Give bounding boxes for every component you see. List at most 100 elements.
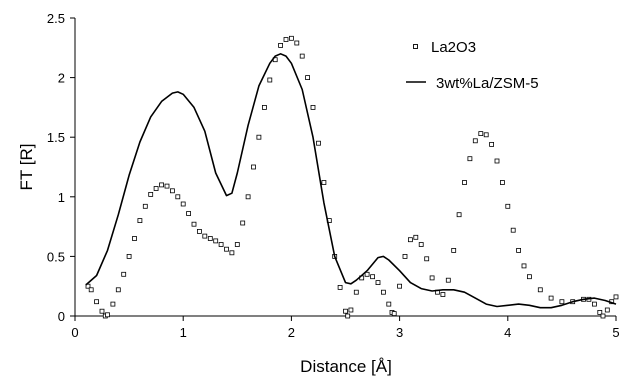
data-point [472,138,478,144]
data-point [229,250,235,256]
data-point [337,284,343,290]
data-point [316,140,321,146]
y-tick-label: 2.5 [47,11,65,26]
data-point [597,309,603,315]
data-point [85,283,91,289]
data-point [224,246,229,252]
data-point [483,132,489,138]
legend: La2O3 3wt%La/ZSM-5 [406,39,539,92]
data-point [251,164,256,170]
data-point [196,228,202,234]
data-point [604,307,610,313]
data-point [115,287,121,293]
y-tick-label: 0.5 [47,249,65,264]
y-ticks: 0 0.5 1 1.5 2 2.5 [47,11,75,324]
data-point [305,75,311,80]
x-axis-title: Distance [Å] [300,357,392,376]
data-point [153,186,159,191]
data-point [413,234,419,240]
data-point [240,220,246,226]
x-tick-label: 4 [504,325,511,340]
data-point [348,307,354,313]
data-point [169,188,175,194]
data-point [600,313,606,319]
y-tick-label: 2 [58,71,65,86]
data-point [370,274,376,280]
data-point [213,238,219,244]
data-point [321,180,327,185]
x-tick-label: 2 [288,325,295,340]
series-layer [85,35,619,319]
data-point [99,308,105,314]
data-point [559,299,565,305]
y-tick-label: 0 [58,309,65,324]
data-point [299,53,305,59]
data-point [88,287,94,293]
data-point [94,299,99,305]
data-point [110,301,116,307]
data-point [142,203,148,209]
plot-area [74,18,616,317]
data-point [537,287,543,293]
data-point [288,35,294,41]
data-point [278,43,284,48]
data-point [121,271,127,277]
series-3wt-la-zsm-5 [85,53,617,309]
data-point [429,275,435,281]
data-point [402,253,408,259]
data-point [527,274,532,280]
data-point [105,312,110,318]
data-point [261,105,267,110]
data-point [345,313,351,319]
data-point [424,256,430,262]
data-point [375,280,381,286]
y-tick-label: 1.5 [47,130,65,145]
data-point [283,37,289,42]
data-point [445,277,451,283]
x-ticks: 0 1 2 3 4 5 [71,316,619,340]
data-point [521,263,527,269]
legend-marker-la2o3 [413,44,418,49]
data-point [256,134,262,140]
legend-label-3wt-la-zsm5: 3wt%La/ZSM-5 [436,75,539,92]
data-point [164,183,170,189]
data-point [343,308,348,314]
y-tick-label: 1 [58,190,65,205]
data-point [462,180,467,185]
data-point [380,289,386,295]
data-point [207,236,213,241]
data-point [218,242,224,247]
data-point [159,182,165,188]
data-point [478,131,484,137]
data-point [489,141,495,147]
data-point [386,301,392,307]
data-point [451,247,457,253]
data-point [202,233,208,239]
data-point [391,311,397,317]
data-point [267,77,273,83]
data-point [245,194,251,200]
data-point [407,237,413,243]
data-point [510,227,516,233]
data-point [494,158,500,164]
data-point [175,194,181,200]
data-point [499,180,505,185]
data-point [548,295,554,301]
legend-label-la2o3: La2O3 [431,39,476,56]
x-tick-label: 0 [71,325,78,340]
data-point [440,292,446,297]
x-tick-label: 3 [396,325,403,340]
series-line-3wt-la-zsm-5 [85,53,617,309]
data-point [126,253,132,259]
data-point [592,301,597,307]
data-point [137,218,143,224]
data-point [294,40,300,46]
data-point [191,221,197,227]
x-tick-label: 1 [180,325,187,340]
data-point [613,294,619,300]
data-point [516,247,521,253]
data-point [353,289,359,295]
data-point [456,212,462,218]
data-point [132,236,137,241]
